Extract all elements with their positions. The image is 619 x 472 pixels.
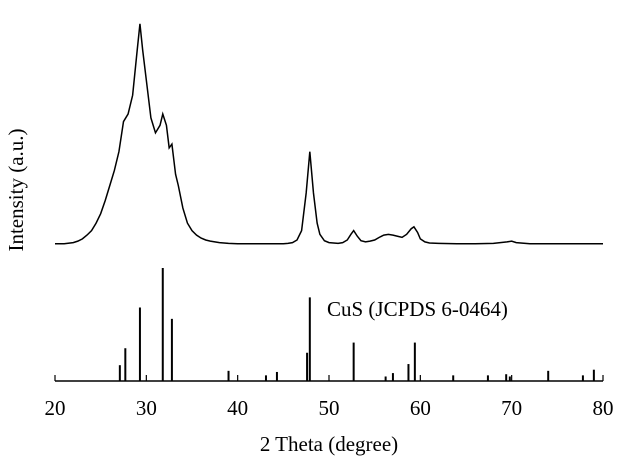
x-axis-label: 2 Theta (degree) <box>260 432 398 456</box>
y-axis-label: Intensity (a.u.) <box>4 128 28 251</box>
x-tick-label: 50 <box>319 396 340 420</box>
annotation: CuS (JCPDS 6-0464) <box>327 297 508 321</box>
x-tick-label: 30 <box>136 396 157 420</box>
diffraction-pattern <box>55 23 603 245</box>
x-tick-label: 20 <box>45 396 66 420</box>
x-tick-label: 80 <box>593 396 614 420</box>
x-tick-label: 60 <box>410 396 431 420</box>
x-tick-label: 40 <box>227 396 248 420</box>
x-tick-label: 70 <box>501 396 522 420</box>
